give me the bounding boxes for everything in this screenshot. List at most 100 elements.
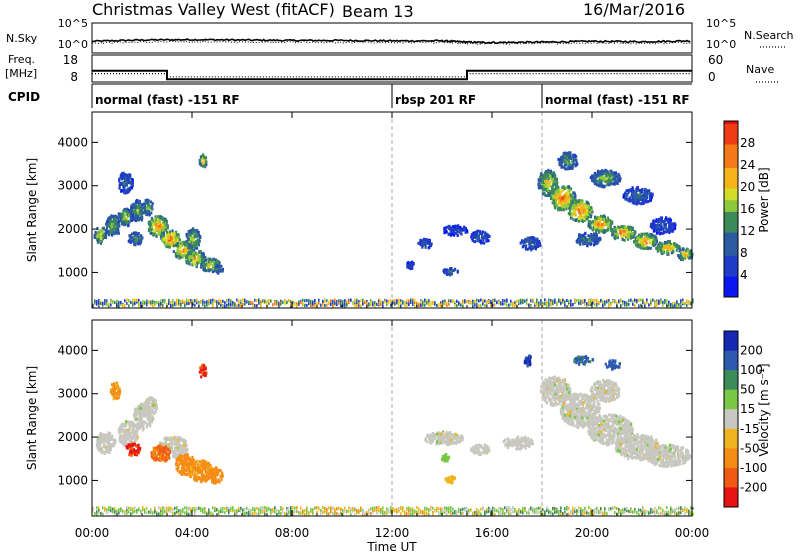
ground-scatter-cell (588, 298, 590, 302)
ground-scatter-cell (550, 298, 552, 302)
ground-scatter-cell (462, 304, 464, 308)
ground-scatter-cell (348, 298, 350, 302)
scatter-cell (114, 217, 117, 221)
scatter-cell (105, 226, 109, 230)
ground-scatter-cell (98, 511, 100, 515)
ground-scatter-cell (326, 299, 328, 303)
scatter-cell (135, 214, 138, 218)
scatter-cell (670, 222, 673, 226)
ground-scatter-cell (404, 301, 406, 305)
scatter-cell (660, 219, 663, 223)
scatter-cell (189, 250, 192, 254)
ground-scatter-cell (408, 506, 410, 510)
ground-scatter-cell (462, 511, 464, 515)
scatter-cell (591, 179, 594, 182)
ground-scatter-cell (592, 301, 594, 305)
scatter-cell (654, 226, 657, 230)
scatter-cell (628, 188, 631, 192)
scatter-cell (661, 242, 664, 246)
ground-scatter-cell (124, 304, 126, 308)
scatter-cell (677, 254, 680, 257)
scatter-cell (147, 221, 150, 225)
scatter-cell (557, 196, 560, 200)
scatter-cell (137, 210, 140, 214)
ground-scatter-cell (562, 512, 564, 515)
ground-scatter-cell (334, 509, 336, 513)
scatter-cell (458, 226, 462, 230)
ground-scatter-cell (400, 301, 402, 305)
ground-scatter-cell (586, 511, 588, 515)
scatter-cell (145, 206, 148, 210)
scatter-cell (654, 235, 657, 239)
scatter-cell (168, 232, 172, 236)
ground-scatter-cell (248, 301, 250, 304)
ground-scatter-cell (414, 509, 416, 513)
scatter-cell (485, 236, 488, 240)
scatter-cell (530, 238, 533, 242)
scatter-cell (133, 241, 136, 245)
scatter-cell (129, 241, 132, 244)
ground-scatter-cell (422, 303, 424, 307)
ground-scatter-cell (218, 511, 220, 515)
noise-left-tick-top: 10^5 (58, 17, 88, 30)
ground-scatter-cell (132, 511, 134, 515)
scatter-cell (679, 254, 682, 258)
scatter-cell (471, 239, 474, 242)
scatter-cell (620, 235, 623, 239)
scatter-cell (201, 164, 204, 168)
power-colorbar-segment (724, 185, 738, 189)
scatter-cell (650, 222, 653, 226)
scatter-cell (591, 237, 594, 241)
power-colorbar-segment (724, 294, 738, 298)
ground-scatter-cell (196, 298, 198, 302)
ground-scatter-cell (310, 299, 312, 303)
ground-scatter-cell (634, 303, 636, 307)
ground-scatter-cell (272, 508, 274, 512)
scatter-cell (211, 258, 214, 262)
ground-scatter-cell (140, 301, 142, 305)
ground-scatter-cell (552, 299, 554, 303)
ground-scatter-cell (224, 507, 226, 511)
scatter-cell (598, 238, 601, 242)
scatter-cell (188, 256, 191, 260)
ground-scatter-cell (402, 301, 404, 305)
scatter-cell (195, 244, 198, 248)
scatter-cell (140, 218, 144, 222)
scatter-cell (201, 251, 205, 255)
scatter-cell (557, 190, 560, 194)
scatter-cell (572, 218, 575, 222)
scatter-cell (545, 170, 548, 174)
ground-scatter-cell (120, 508, 122, 512)
scatter-cell (94, 231, 97, 235)
power-colorbar-segment (724, 167, 738, 172)
scatter-cell (581, 205, 584, 209)
ground-scatter-cell (458, 303, 460, 306)
power-colorbar-segment (724, 279, 738, 283)
ground-scatter-cell (578, 506, 580, 510)
scatter-cell (549, 174, 552, 178)
ground-scatter-cell (554, 506, 556, 510)
ground-scatter-cell (154, 506, 156, 510)
scatter-cell (679, 248, 682, 252)
scatter-cell (128, 214, 131, 217)
ground-scatter-cell (174, 301, 176, 305)
scatter-cell (171, 232, 175, 236)
ground-scatter-cell (332, 511, 334, 515)
scatter-cell (129, 234, 132, 237)
scatter-cell (679, 257, 682, 261)
scatter-cell (685, 253, 688, 257)
ground-scatter-cell (224, 301, 226, 305)
ground-scatter-cell (412, 507, 414, 511)
ground-scatter-cell (480, 507, 482, 511)
power-colorbar-segment (724, 121, 738, 125)
ground-scatter-cell (382, 506, 384, 510)
scatter-cell (606, 173, 610, 177)
scatter-cell (136, 234, 139, 238)
ground-scatter-cell (632, 302, 634, 306)
scatter-cell (586, 213, 589, 217)
scatter-cell (203, 165, 207, 169)
scatter-cell (190, 243, 193, 247)
ground-scatter-cell (540, 506, 542, 510)
scatter-cell (554, 191, 557, 195)
ground-scatter-cell (178, 509, 180, 513)
